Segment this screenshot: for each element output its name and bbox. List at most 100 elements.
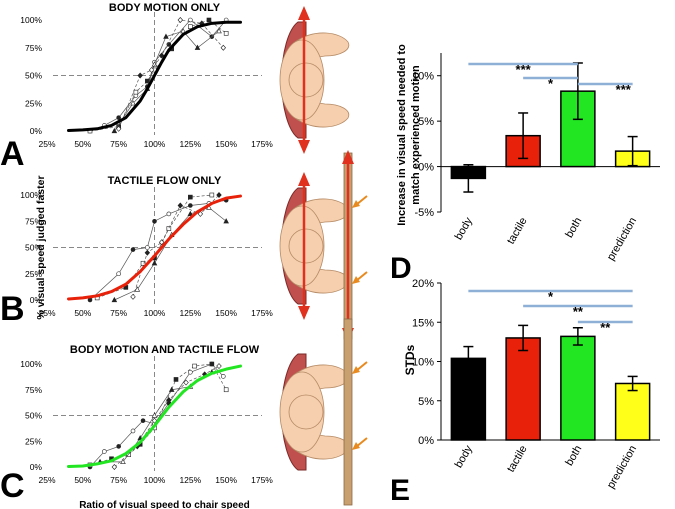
arrow-head-down (298, 140, 310, 154)
x-tick-label: 175% (251, 475, 273, 485)
data-point (151, 260, 158, 266)
y-tick-label: 0% (418, 435, 434, 447)
x-tick-label: 50% (74, 475, 91, 485)
data-point (145, 245, 150, 250)
y-tick-label: 25% (25, 269, 42, 279)
panel-c-psychometric-chart: BODY MOTION AND TACTILE FLOW 0% 25% 50% 75% 1… (20, 344, 273, 509)
x-tick-label: 75% (110, 308, 127, 318)
data-point (137, 72, 143, 79)
x-tick-label: 125% (179, 139, 201, 149)
data-point (130, 247, 136, 252)
y-tick-label: 5% (418, 116, 434, 128)
data-point (148, 67, 155, 73)
body-illustrations (279, 6, 368, 506)
subject-series-line (89, 363, 227, 466)
arrow-head-up (298, 6, 310, 20)
x-tick-label: 100% (144, 139, 166, 149)
data-point (197, 210, 204, 217)
data-point (209, 361, 215, 367)
data-point (168, 386, 175, 392)
subject-series-line (114, 30, 220, 132)
y-tick-label: 0% (30, 462, 43, 472)
data-point (111, 296, 118, 303)
data-point (188, 194, 193, 200)
data-point (111, 127, 118, 134)
category-label: prediction (605, 216, 639, 263)
significance-label: *** (616, 82, 632, 97)
y-tick-label: 100% (20, 359, 42, 369)
subject-series-line (114, 207, 227, 301)
data-point (158, 52, 165, 59)
head-shape (288, 394, 324, 430)
data-point (177, 202, 184, 209)
data-point (133, 89, 139, 95)
panel-letter-b: B (0, 290, 25, 328)
y-tick-label: 20% (412, 278, 434, 290)
x-tick-label: 125% (179, 475, 201, 485)
person-topview-illustration (279, 318, 368, 506)
y-tick-label: 50% (25, 411, 42, 421)
x-tick-label: 50% (74, 139, 91, 149)
panel-d-bar-chart: -5%0%5%10%body tactile both prediction**** *… (396, 44, 660, 263)
fitted-curve (67, 364, 242, 468)
x-tick-label: 75% (110, 139, 127, 149)
data-point (166, 397, 172, 403)
person-topview-illustration (279, 6, 350, 154)
y-tick-label: 75% (25, 216, 42, 226)
data-point (192, 363, 197, 369)
data-point (223, 31, 229, 36)
significance-label: ** (573, 304, 584, 319)
significance-label: *** (516, 62, 532, 77)
data-point (144, 249, 151, 256)
tactile-stick (343, 318, 353, 506)
y-axis-label: STDs (403, 344, 417, 375)
fitted-curve (67, 194, 242, 301)
y-axis-label: % visual speed judged faster (35, 175, 47, 319)
y-tick-label: 0% (418, 162, 434, 174)
x-tick-label: 125% (179, 308, 201, 318)
data-point (116, 444, 121, 449)
y-tick-label: 0% (30, 126, 43, 136)
data-point (152, 218, 157, 224)
data-point (173, 377, 179, 382)
data-point (188, 203, 193, 208)
y-tick-label: 25% (25, 98, 42, 108)
chart-title: BODY MOTION ONLY (109, 2, 221, 14)
x-tick-label: 75% (110, 475, 127, 485)
data-point (111, 464, 118, 470)
data-point (151, 412, 158, 418)
category-label: prediction (605, 444, 639, 491)
data-point (163, 33, 169, 39)
data-point (166, 226, 172, 231)
y-tick-label: 50% (25, 71, 42, 81)
data-point (221, 374, 226, 379)
data-point (166, 211, 172, 217)
bar-both (560, 335, 596, 441)
data-point (209, 192, 215, 198)
x-tick-label: 50% (74, 308, 91, 318)
data-point (134, 286, 141, 292)
arrow-head-down (298, 306, 310, 320)
arrow-head-up (298, 172, 310, 186)
data-point (188, 24, 193, 29)
data-point (140, 260, 146, 266)
person-topview-illustration (279, 150, 368, 342)
x-tick-label: 25% (38, 475, 55, 485)
significance-label: ** (600, 320, 611, 335)
data-point (216, 27, 222, 34)
arrow-head (352, 366, 360, 374)
y-tick-label: 10% (412, 357, 434, 369)
data-point (158, 239, 165, 246)
bar-body (450, 357, 487, 441)
x-tick-label: 100% (144, 308, 166, 318)
y-tick-label: 75% (25, 385, 42, 395)
data-point (102, 449, 107, 454)
y-tick-label: 0% (30, 295, 43, 305)
category-label: tactile (505, 216, 530, 247)
category-label: tactile (505, 444, 530, 475)
y-axis-label: Increase in visual speed needed to match … (396, 44, 422, 226)
y-tick-label: 5% (418, 396, 434, 408)
panel-letter-c: C (0, 467, 25, 505)
data-point (130, 293, 136, 300)
panel-letter-a: A (0, 135, 25, 173)
